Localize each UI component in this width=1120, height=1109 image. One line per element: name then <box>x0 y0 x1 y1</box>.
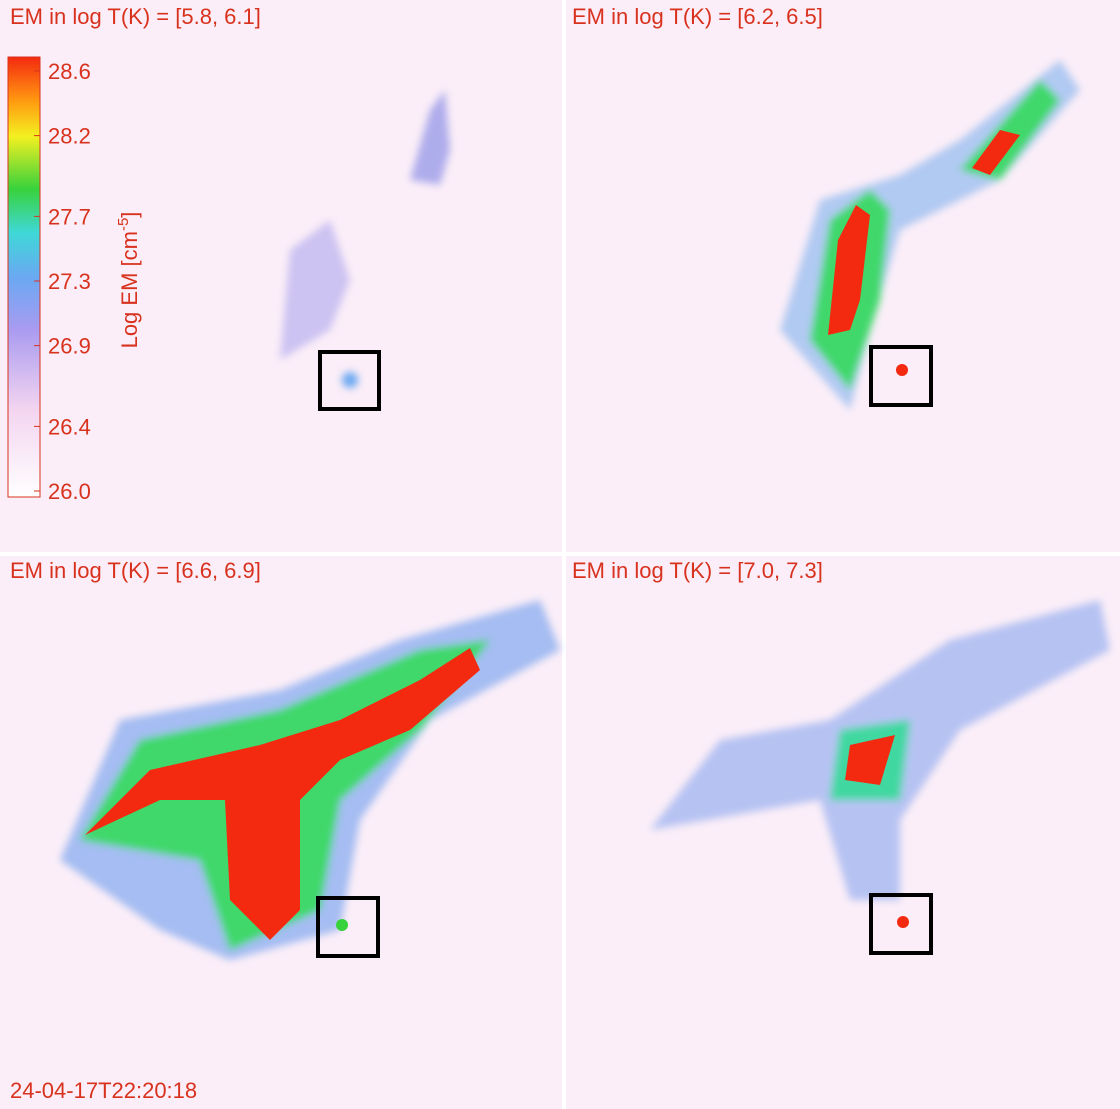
region-box <box>869 893 933 955</box>
emission <box>897 916 909 928</box>
colorbar-tick-label: 27.3 <box>48 269 91 294</box>
timestamp: 24-04-17T22:20:18 <box>10 1078 197 1103</box>
emission <box>845 735 895 785</box>
colorbar-label-close: ] <box>117 212 142 218</box>
panel-title: EM in log T(K) = [6.6, 6.9] <box>10 558 261 583</box>
region-box <box>316 896 380 958</box>
panel-title: EM in log T(K) = [5.8, 6.1] <box>10 4 261 29</box>
colorbar <box>7 56 41 498</box>
colorbar-label-sup: -5 <box>115 218 132 231</box>
panel-bg <box>0 0 562 552</box>
emission <box>280 90 450 388</box>
emission <box>896 364 908 376</box>
colorbar-tick-label: 28.6 <box>48 59 91 84</box>
emission <box>85 648 480 940</box>
emission <box>972 130 1020 175</box>
colorbar-tick-label: 27.7 <box>48 204 91 229</box>
region-box <box>318 350 381 411</box>
panel-title: EM in log T(K) = [7.0, 7.3] <box>572 558 823 583</box>
emission <box>828 205 870 335</box>
emission <box>336 919 348 931</box>
colorbar-label: Log EM [cm-5] <box>115 212 142 349</box>
colorbar-label-text: Log EM [cm <box>117 231 142 348</box>
colorbar-tick-label: 28.2 <box>48 124 91 149</box>
colorbar-tick-label: 26.0 <box>48 479 91 504</box>
region-box <box>869 345 933 407</box>
colorbar-tick-label: 26.9 <box>48 334 91 359</box>
colorbar-tick-label: 26.4 <box>48 414 91 439</box>
panel-title: EM in log T(K) = [6.2, 6.5] <box>572 4 823 29</box>
